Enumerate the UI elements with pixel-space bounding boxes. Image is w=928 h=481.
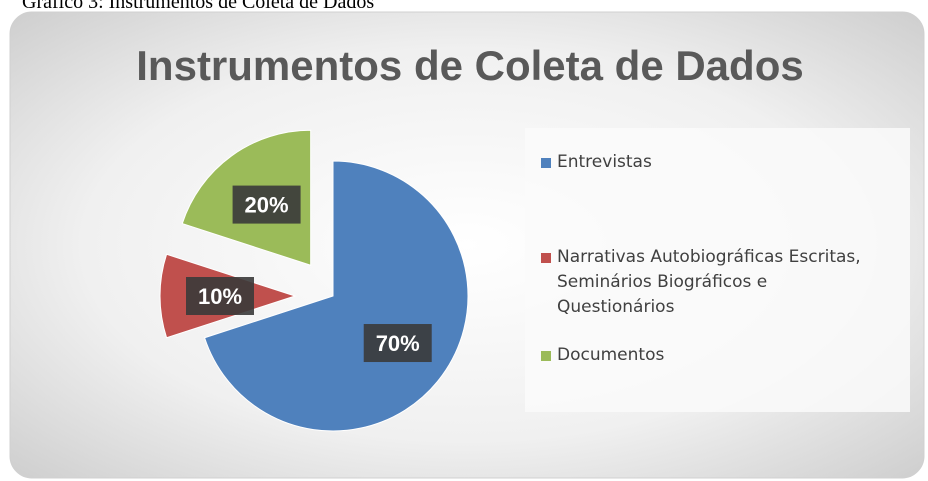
pie-slice bbox=[203, 160, 469, 432]
legend-label: Narrativas Autobiográficas Escritas, Sem… bbox=[557, 247, 861, 317]
data-label: 10% bbox=[198, 284, 242, 309]
data-label: 20% bbox=[245, 193, 289, 218]
label-box bbox=[232, 185, 301, 224]
chart-title: Instrumentos de Coleta de Dados bbox=[136, 42, 803, 89]
legend-entry: Entrevistas bbox=[541, 150, 886, 175]
label-box bbox=[186, 277, 254, 315]
legend-entry: Documentos bbox=[541, 343, 886, 368]
pie: 70% 10% 20% bbox=[159, 129, 469, 432]
data-label: 70% bbox=[376, 331, 420, 356]
legend-swatch bbox=[541, 351, 551, 361]
legend-swatch bbox=[541, 158, 551, 168]
caption: Gráfico 3: Instrumentos de Coleta de Dad… bbox=[22, 0, 375, 13]
legend-swatch bbox=[541, 253, 551, 263]
legend-label: Documentos bbox=[557, 345, 665, 365]
legend-label: Entrevistas bbox=[557, 152, 652, 172]
legend: Entrevistas Narrativas Autobiográficas Es… bbox=[525, 128, 910, 412]
label-box bbox=[363, 324, 432, 363]
legend-entry: Narrativas Autobiográficas Escritas, Sem… bbox=[541, 245, 886, 320]
